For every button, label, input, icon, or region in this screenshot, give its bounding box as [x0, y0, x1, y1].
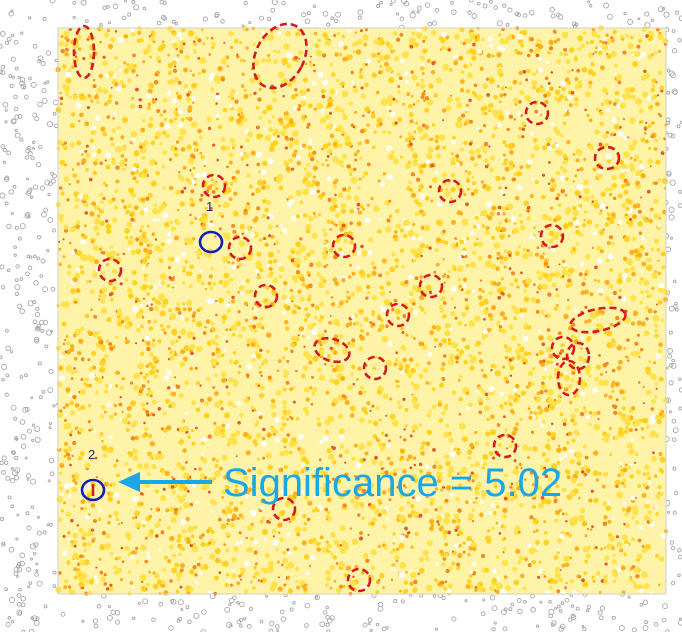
dashed-region-9 — [539, 223, 565, 249]
dashed-region-2 — [252, 22, 308, 90]
dashed-region-13 — [385, 302, 411, 328]
dashed-region-20 — [492, 433, 518, 459]
significance-label: Significance = 5.02 — [223, 461, 562, 505]
dashed-region-19 — [556, 359, 582, 397]
candidate-1-label: 1 — [206, 199, 213, 214]
candidate-1-marker: 1 — [198, 199, 224, 254]
dashed-region-8 — [331, 233, 357, 259]
dashed-source-regions — [72, 22, 627, 593]
dashed-region-21 — [271, 496, 297, 522]
candidate-2-label: 2 — [88, 447, 95, 462]
dashed-region-14 — [569, 306, 627, 334]
dashed-region-7 — [227, 235, 253, 261]
dashed-region-16 — [362, 355, 388, 381]
dashed-region-6 — [437, 178, 463, 204]
dashed-region-5 — [201, 173, 227, 199]
dashed-region-12 — [253, 283, 279, 309]
dashed-region-11 — [418, 273, 444, 299]
dashed-region-3 — [524, 100, 550, 126]
dashed-region-18 — [565, 341, 591, 371]
dashed-region-1 — [72, 24, 96, 80]
significance-arrow — [118, 472, 212, 492]
dashed-region-22 — [346, 567, 372, 593]
dashed-region-15 — [313, 336, 351, 364]
detection-field-map — [55, 25, 669, 597]
candidate-2-marker: 2 — [80, 447, 106, 502]
dashed-region-17 — [550, 335, 576, 361]
dashed-region-10 — [97, 257, 123, 283]
dashed-region-4 — [593, 145, 621, 171]
